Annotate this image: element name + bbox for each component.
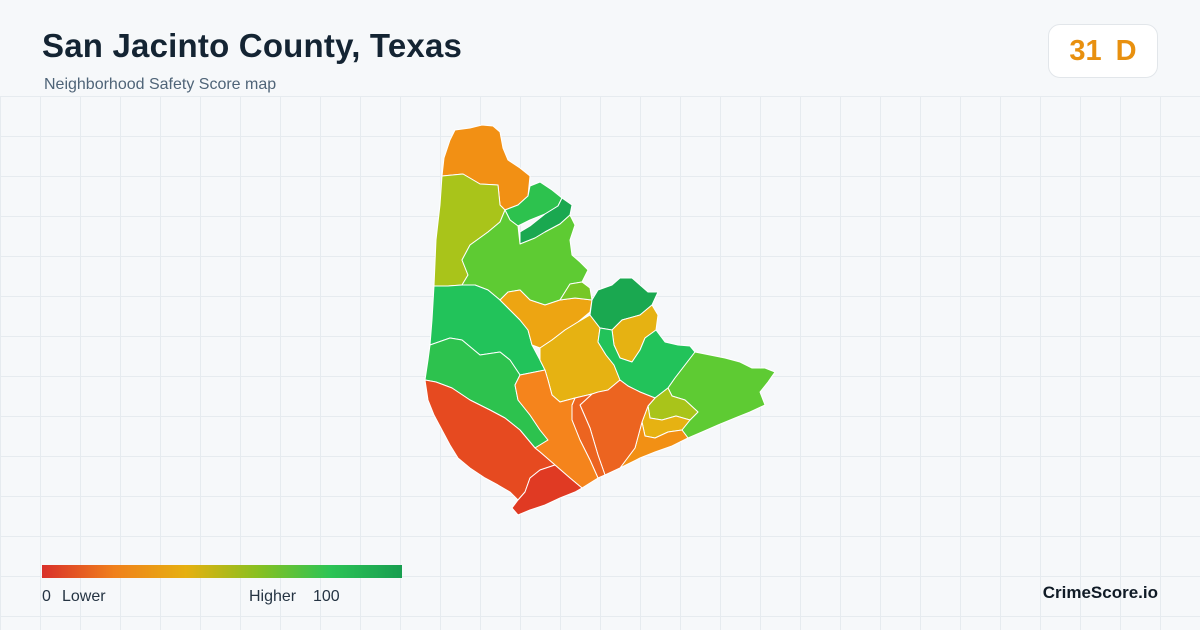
header-band <box>0 0 1200 96</box>
legend-min-value: 0 <box>42 588 51 605</box>
region-center-lime-small[interactable] <box>559 281 593 301</box>
score-grade: D <box>1115 34 1137 67</box>
score-badge: 31 D <box>1048 24 1158 78</box>
legend-min-label: Lower <box>62 588 106 605</box>
page-subtitle: Neighborhood Safety Score map <box>44 76 277 93</box>
region-south-orange-3[interactable] <box>514 369 599 489</box>
legend-max-label: Higher <box>249 588 297 605</box>
score-value: 31 <box>1069 34 1102 67</box>
legend-gradient-bar <box>42 565 402 578</box>
legend-max-value: 100 <box>313 588 340 605</box>
brand-logo-text: CrimeScore.io <box>1042 583 1158 602</box>
page-title: San Jacinto County, Texas <box>42 27 463 64</box>
region-south-red-small[interactable] <box>511 464 583 516</box>
region-center-amber[interactable] <box>499 289 593 349</box>
